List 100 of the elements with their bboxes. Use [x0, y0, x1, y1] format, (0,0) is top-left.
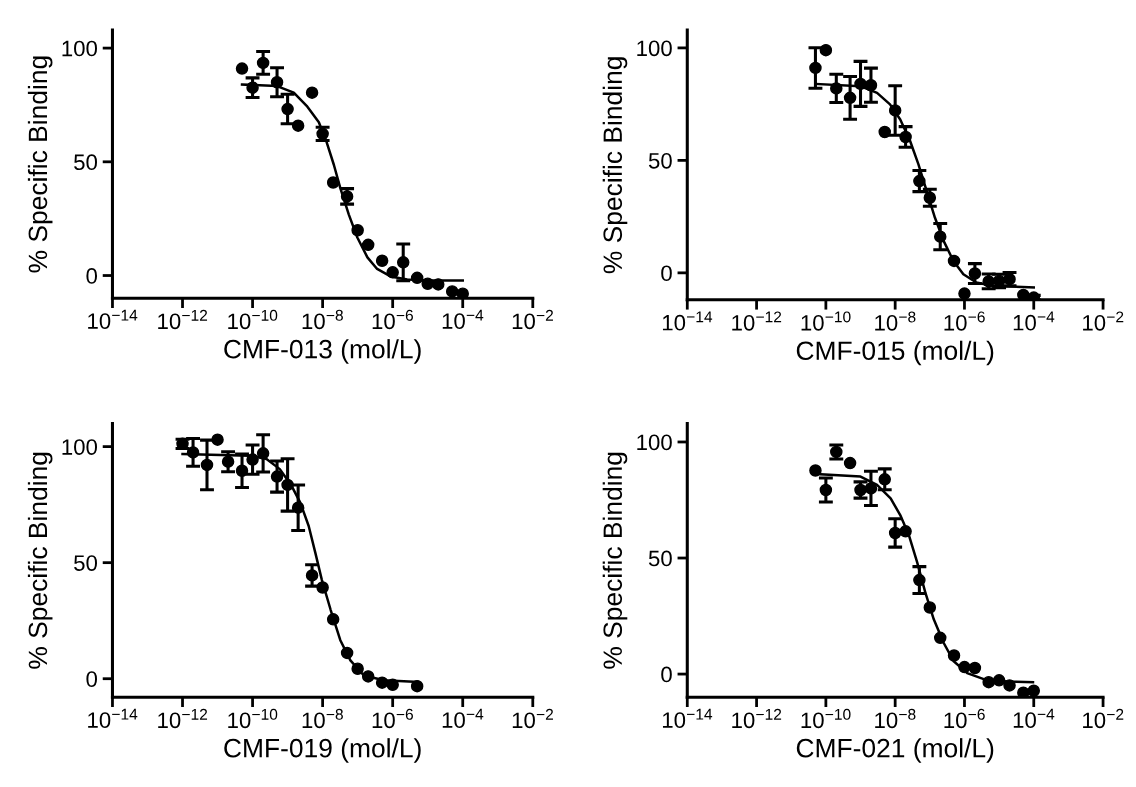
point [235, 464, 249, 478]
point [361, 238, 375, 252]
y-tick-label: 100 [637, 40, 672, 57]
point [445, 285, 459, 298]
point [809, 464, 822, 477]
point [326, 176, 340, 189]
x-tick-label: 10$^{−4}$ [442, 708, 484, 728]
point [270, 470, 284, 483]
point [819, 483, 833, 497]
point [1017, 288, 1030, 300]
point [351, 224, 364, 237]
point [864, 78, 878, 92]
x-tick-label: 10$^{−2}$ [1083, 708, 1124, 729]
point [992, 674, 1006, 687]
y-tick-label: 100 [637, 434, 672, 451]
point [913, 573, 926, 587]
y-axis-title: % Specific Binding [602, 57, 628, 274]
x-tick-label: 10$^{−2}$ [512, 708, 553, 729]
x-tick-label: 10$^{−4}$ [1013, 708, 1055, 728]
point [878, 125, 891, 139]
x-tick-label: 10$^{−8}$ [302, 309, 343, 330]
point [913, 174, 926, 188]
point [819, 43, 833, 57]
point [1003, 679, 1016, 692]
point [888, 526, 902, 540]
point [326, 613, 340, 626]
point [947, 649, 961, 662]
x-tick-label: 10$^{−2}$ [512, 309, 553, 330]
point [386, 678, 399, 691]
point [933, 631, 947, 645]
y-tick-label: 0 [661, 265, 672, 282]
point [235, 62, 249, 75]
point [246, 81, 259, 94]
x-tick-label: 10$^{−8}$ [875, 311, 916, 331]
x-tick-label: 10$^{−12}$ [158, 708, 208, 729]
point [878, 473, 891, 486]
point [899, 525, 912, 538]
point [316, 581, 329, 594]
point [809, 61, 822, 75]
x-tick-label: 10$^{−6}$ [944, 311, 985, 331]
x-tick-label: 10$^{−4}$ [442, 309, 484, 329]
x-tick-label: 10$^{−14}$ [88, 309, 138, 329]
x-tick-label: 10$^{−8}$ [875, 708, 916, 729]
point [958, 660, 971, 674]
x-tick-label: 10$^{−4}$ [1013, 311, 1055, 331]
y-tick-label: 50 [74, 555, 98, 571]
point [351, 662, 364, 675]
point [864, 482, 878, 495]
x-axis-title: CMF-021 (mol/L) [796, 738, 994, 763]
point [968, 267, 982, 280]
x-tick-label: 10$^{−8}$ [302, 708, 343, 729]
y-axis-title: % Specific Binding [27, 56, 53, 273]
point [843, 456, 857, 470]
x-tick-label: 10$^{−12}$ [158, 309, 208, 330]
point [431, 278, 445, 291]
x-tick-label: 10$^{−12}$ [732, 311, 782, 331]
y-tick-label: 0 [86, 268, 98, 284]
point [291, 501, 305, 514]
point [968, 661, 982, 675]
point [256, 56, 270, 70]
y-tick-label: 100 [62, 40, 98, 57]
point [375, 676, 389, 689]
point [361, 670, 375, 683]
point [854, 77, 867, 91]
y-tick-label: 50 [74, 154, 98, 171]
point [246, 453, 259, 466]
x-tick-label: 10$^{−10}$ [228, 309, 278, 330]
point [923, 601, 937, 614]
x-tick-label: 10$^{−6}$ [944, 708, 985, 729]
point [888, 104, 902, 117]
x-tick-label: 10$^{−2}$ [1083, 311, 1124, 331]
point [270, 75, 284, 89]
y-tick-label: 0 [86, 671, 98, 687]
point [830, 82, 843, 95]
x-tick-label: 10$^{−14}$ [662, 708, 713, 728]
point [899, 130, 912, 144]
x-tick-label: 10$^{−12}$ [732, 708, 782, 729]
point [843, 91, 857, 105]
point [958, 287, 971, 300]
point [305, 569, 319, 582]
point [281, 102, 294, 116]
point [933, 230, 947, 243]
point [375, 254, 389, 267]
point [281, 478, 294, 492]
x-axis-title: CMF-013 (mol/L) [224, 339, 421, 364]
point [340, 646, 354, 660]
point [200, 458, 214, 472]
point [291, 119, 305, 132]
point [386, 266, 399, 279]
x-tick-label: 10$^{−14}$ [662, 311, 713, 331]
y-tick-label: 50 [648, 152, 672, 169]
point [982, 675, 995, 689]
x-tick-label: 10$^{−10}$ [228, 708, 278, 729]
x-tick-label: 10$^{−6}$ [372, 708, 413, 729]
y-tick-label: 0 [661, 666, 672, 683]
point [410, 271, 424, 285]
point [186, 446, 200, 459]
point [256, 447, 270, 460]
point [947, 254, 961, 268]
y-axis-title: % Specific Binding [27, 452, 53, 669]
